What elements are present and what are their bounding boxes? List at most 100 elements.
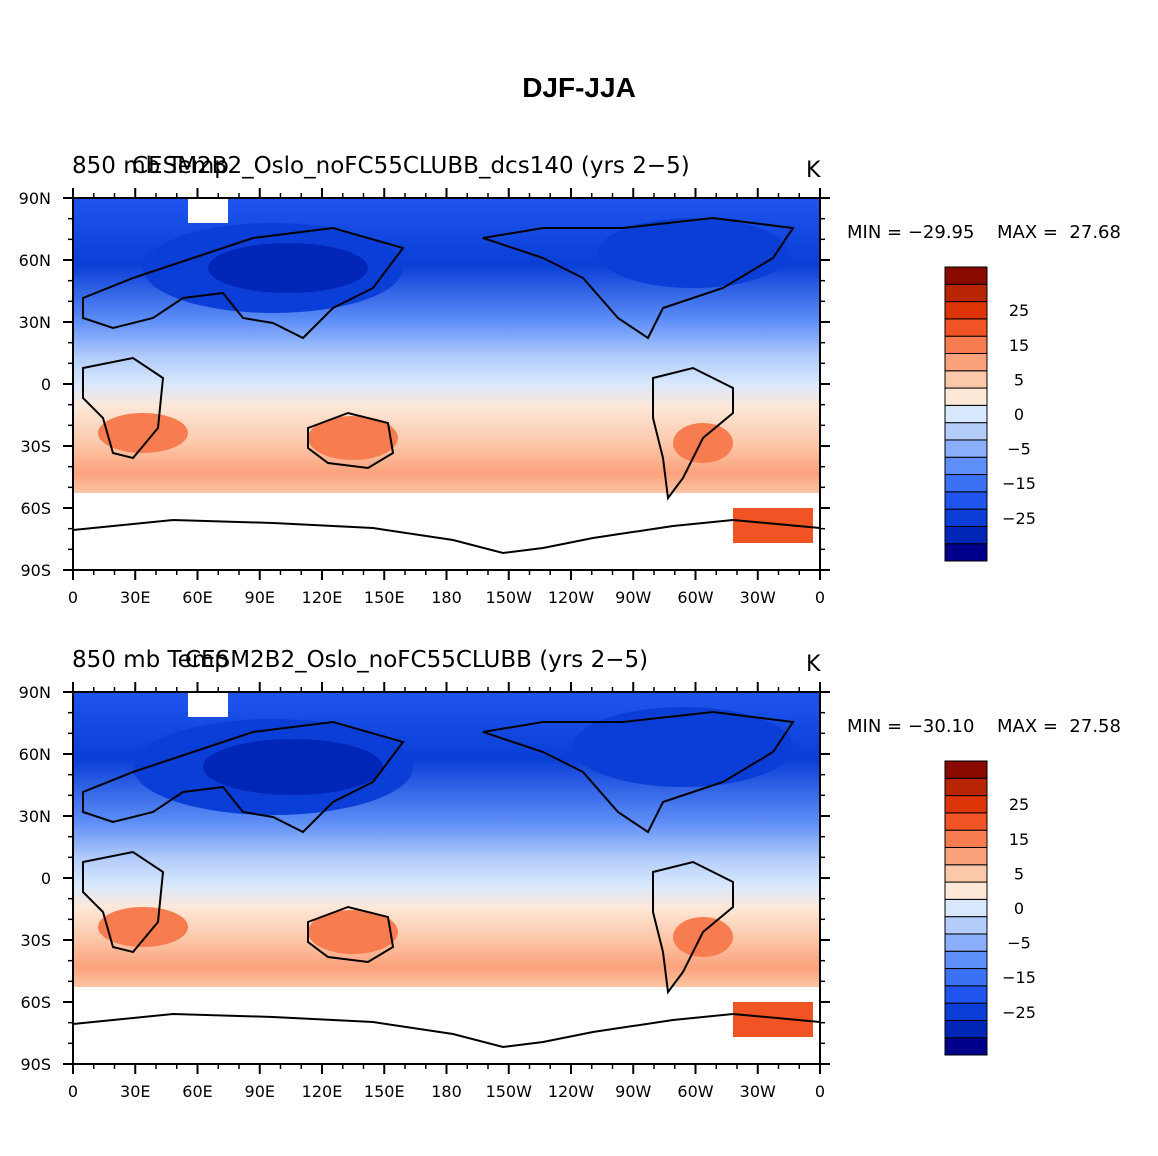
africa-warm-core [98, 413, 188, 453]
y-tick-label: 30N [19, 313, 51, 332]
namerica-coastline [482, 216, 795, 340]
australia-warm-core [308, 910, 398, 954]
x-tick-label: 30W [740, 588, 776, 607]
colorbar-box [944, 898, 988, 918]
africa-coastline [82, 850, 165, 954]
colorbar-box [944, 795, 988, 814]
eurasia-coastline [82, 720, 405, 834]
max-label: MAX = 27.58 [997, 716, 1121, 737]
colorbar-box [944, 352, 988, 372]
colorbar-box [944, 846, 988, 866]
australia-coastline [307, 905, 395, 964]
panel-title-center: CESM2B2_Oslo_noFC55CLUBB (yrs 2−5) [185, 647, 649, 673]
colorbar-label: −15 [1002, 968, 1036, 987]
samerica-warm-core [673, 423, 733, 463]
colorbar-box [944, 404, 988, 424]
panel-title-left: 850 mb Temp [72, 647, 229, 673]
colorbar-box [944, 933, 988, 952]
colorbar-label: −5 [1007, 934, 1031, 953]
colorbar-box [944, 881, 988, 900]
colorbar-box [944, 422, 988, 441]
missing-data-arctic [188, 198, 228, 223]
x-tick-label: 30E [120, 1082, 150, 1101]
y-tick-label: 60S [20, 499, 51, 518]
max-label: MAX = 27.68 [997, 222, 1121, 243]
x-tick-label: 150E [364, 588, 405, 607]
y-tick-label: 90S [20, 561, 51, 580]
x-tick-label: 30E [120, 588, 150, 607]
top-panel: 850 mb Temp CESM2B2_Oslo_noFC55CLUBB_dcs… [0, 140, 1158, 610]
y-tick-label: 30S [20, 931, 51, 950]
x-tick-label: 180 [431, 588, 462, 607]
y-tick-label: 60N [19, 745, 51, 764]
colorbar-label: −25 [1002, 1003, 1036, 1022]
colorbar-label: 25 [1009, 301, 1029, 320]
eurasia-coastline [82, 226, 405, 340]
canada-cold-core [573, 707, 793, 787]
antarctica-coastline [73, 1012, 820, 1049]
colorbar: 25 15 5 0 −5 −15 −25 [944, 760, 1036, 1056]
colorbar-box [944, 1002, 988, 1021]
colorbar-label: 0 [1014, 899, 1024, 918]
temperature-map [73, 198, 820, 570]
siberia-coldest-core [208, 243, 368, 293]
y-tick-label: 90S [20, 1055, 51, 1074]
units-label: K [806, 158, 821, 183]
colorbar-label: −5 [1007, 440, 1031, 459]
australia-coastline [307, 411, 395, 470]
colorbar-box [944, 916, 988, 935]
colorbar-box [944, 387, 988, 406]
x-tick-label: 90W [615, 1082, 651, 1101]
siberia-coldest-core [203, 739, 383, 795]
colorbar-label: 0 [1014, 405, 1024, 424]
x-tick-label: 0 [815, 588, 825, 607]
x-tick-label: 120E [302, 1082, 343, 1101]
map-frame [72, 197, 821, 571]
namerica-coastline [482, 710, 795, 834]
colorbar-box [944, 491, 988, 510]
x-tick-label: 60E [182, 1082, 212, 1101]
colorbar-label: −15 [1002, 474, 1036, 493]
colorbar-box [944, 777, 988, 797]
y-tick-label: 60N [19, 251, 51, 270]
min-label: MIN = −29.95 [847, 222, 975, 243]
x-tick-label: 30W [740, 1082, 776, 1101]
samerica-warm-core [673, 917, 733, 957]
colorbar-box [944, 1019, 988, 1039]
colorbar-box [944, 370, 988, 389]
x-tick-label: 90E [245, 1082, 275, 1101]
y-tick-label: 30N [19, 807, 51, 826]
colorbar-label: 15 [1009, 336, 1029, 355]
colorbar-box [944, 283, 988, 303]
map-axes: 0 30E 60E 90E 120E 150E 180 150W 120W 90W 60W 30W 09… [19, 682, 830, 1101]
colorbar-box [944, 335, 988, 354]
colorbar-box [944, 829, 988, 848]
colorbar-box [944, 266, 988, 285]
x-tick-label: 120W [548, 588, 595, 607]
colorbar-label: 25 [1009, 795, 1029, 814]
map-frame [72, 691, 821, 1065]
y-tick-label: 90N [19, 189, 51, 208]
x-tick-label: 0 [815, 1082, 825, 1101]
panel-title-left: 850 mb Temp [72, 153, 229, 179]
colorbar-label: 5 [1014, 370, 1024, 389]
missing-data-region [73, 987, 820, 1064]
x-tick-label: 180 [431, 1082, 462, 1101]
x-tick-label: 90W [615, 588, 651, 607]
australia-warm-core [308, 416, 398, 460]
colorbar-box [944, 864, 988, 883]
colorbar-box [944, 950, 988, 970]
min-label: MIN = −30.10 [847, 716, 975, 737]
colorbar-box [944, 508, 988, 527]
y-tick-label: 30S [20, 437, 51, 456]
colorbar-box [944, 456, 988, 476]
x-tick-label: 150E [364, 1082, 405, 1101]
y-tick-label: 0 [41, 375, 51, 394]
x-tick-label: 0 [68, 588, 78, 607]
africa-coastline [82, 356, 165, 460]
colorbar-box [944, 968, 988, 987]
colorbar-box [944, 301, 988, 320]
colorbar-box [944, 985, 988, 1004]
samerica-coastline [652, 860, 734, 995]
x-tick-label: 120W [548, 1082, 595, 1101]
